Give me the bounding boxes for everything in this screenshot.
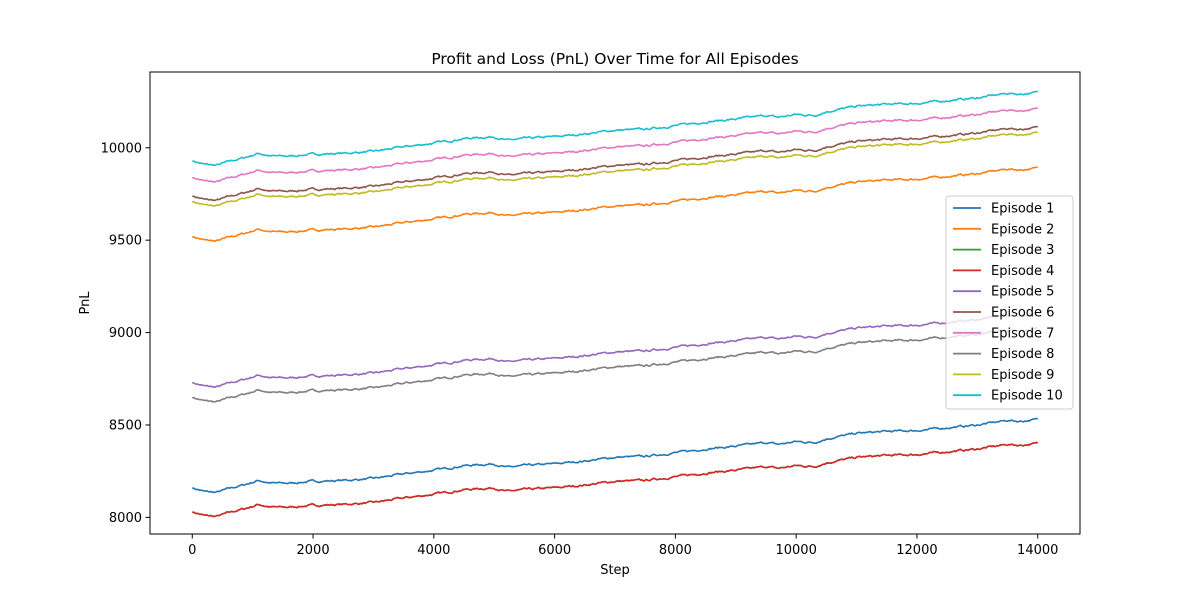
x-tick-label: 4000 bbox=[417, 543, 450, 558]
y-tick-label: 8000 bbox=[109, 511, 142, 526]
legend-label-episode-3: Episode 3 bbox=[991, 243, 1054, 258]
series-line-episode-2 bbox=[191, 166, 1039, 242]
x-tick-label: 6000 bbox=[538, 543, 571, 558]
series-lines bbox=[191, 90, 1039, 518]
y-tick-label: 10000 bbox=[101, 141, 142, 156]
legend-label-episode-8: Episode 8 bbox=[991, 347, 1054, 362]
series-line-episode-8 bbox=[191, 327, 1039, 403]
y-tick-label: 9000 bbox=[109, 326, 142, 341]
y-axis-label: PnL bbox=[78, 291, 93, 315]
series-line-episode-9 bbox=[191, 131, 1039, 207]
legend-label-episode-1: Episode 1 bbox=[991, 202, 1054, 217]
series-line-episode-5 bbox=[191, 312, 1039, 388]
series-line-episode-1 bbox=[191, 417, 1039, 494]
series-line-episode-6 bbox=[191, 125, 1039, 202]
legend-label-episode-10: Episode 10 bbox=[991, 389, 1063, 404]
legend-label-episode-9: Episode 9 bbox=[991, 368, 1054, 383]
x-tick-label: 14000 bbox=[1017, 543, 1058, 558]
y-axis: 8000 8500 9000 9500 10000 bbox=[101, 141, 150, 526]
legend-label-episode-5: Episode 5 bbox=[991, 285, 1054, 300]
x-tick-label: 0 bbox=[188, 543, 196, 558]
x-tick-label: 8000 bbox=[659, 543, 692, 558]
series-line-episode-10 bbox=[191, 90, 1039, 167]
legend-label-episode-7: Episode 7 bbox=[991, 326, 1054, 341]
legend: Episode 1 Episode 2 Episode 3 Episode 4 Epis… bbox=[945, 195, 1074, 410]
x-tick-label: 2000 bbox=[297, 543, 330, 558]
x-axis-label: Step bbox=[600, 563, 630, 578]
legend-label-episode-4: Episode 4 bbox=[991, 264, 1054, 279]
y-tick-label: 9500 bbox=[109, 234, 142, 249]
x-axis: 0 2000 4000 6000 8000 10000 12000 14000 bbox=[188, 534, 1058, 558]
y-tick-label: 8500 bbox=[109, 418, 142, 433]
x-tick-label: 12000 bbox=[896, 543, 937, 558]
legend-label-episode-6: Episode 6 bbox=[991, 306, 1054, 321]
x-tick-label: 10000 bbox=[775, 543, 816, 558]
plot-area-frame bbox=[149, 71, 1081, 535]
series-line-episode-4 bbox=[191, 441, 1039, 518]
legend-label-episode-2: Episode 2 bbox=[991, 222, 1054, 237]
chart-title: Profit and Loss (PnL) Over Time for All … bbox=[431, 50, 798, 68]
series-line-episode-7 bbox=[191, 107, 1039, 183]
